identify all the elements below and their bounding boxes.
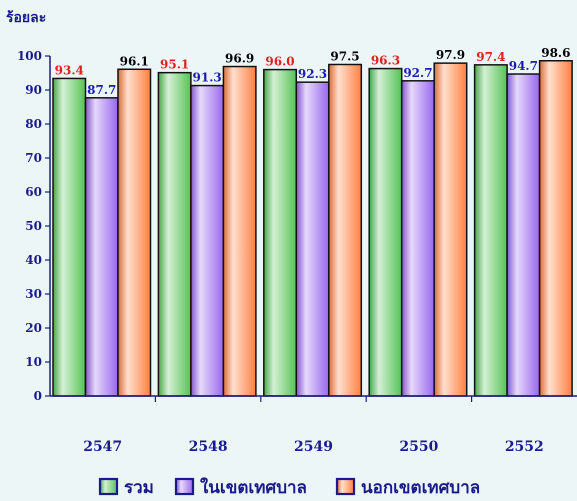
data-labels: 93.487.7 96.1 95.1 91.396.9 96.0 92.397.5 96.3… [55,46,571,97]
legend-swatch [174,477,195,496]
legend-label: นอกเขตเทศบาล [361,478,480,498]
data-label: 96.3 [371,54,400,68]
y-tick-label: 50 [25,219,42,233]
data-label: 97.5 [330,50,359,64]
legend-swatch [98,477,119,496]
category-label: 2548 [189,439,228,455]
bar-2550-1 [400,80,435,397]
bar-2548-1 [190,84,225,397]
bar-2547-1 [84,97,119,397]
bar-2548-0 [157,71,192,397]
category-label: 2552 [505,439,544,455]
y-tick-label: 60 [25,185,42,199]
data-label: 96.9 [225,52,254,66]
bar-2547-0 [52,77,87,397]
x-axis: 2547 2548 2549 2550 2552 [83,439,544,455]
y-tick-label: 10 [25,355,42,369]
legend-label: ในเขตเทศบาล [200,477,307,498]
legend-swatch [335,477,356,496]
data-label: 93.4 [55,63,84,77]
y-tick-label: 100 [17,49,42,63]
y-tick-label: 20 [25,321,42,335]
data-label: 92.3 [298,67,327,81]
data-label: 97.4 [476,50,505,64]
bar-2549-2 [328,63,363,397]
bar-2550-2 [433,62,468,397]
bars [52,60,573,397]
data-label: 95.1 [160,58,189,72]
data-label: 96.1 [120,54,149,68]
y-tick-label: 40 [25,253,42,267]
bar-2547-2 [117,68,152,397]
bar-2552-2 [538,60,573,397]
legend-label: รวม [124,478,154,498]
data-label: 91.3 [193,71,222,85]
category-label: 2547 [83,439,122,455]
bar-2550-0 [368,67,403,397]
y-axis: 0 10 20 30 40 50 60 70 80 90 100 [17,49,50,403]
bar-2552-0 [473,64,508,397]
bar-2552-1 [506,73,541,397]
data-label: 97.9 [436,48,465,62]
bar-2549-0 [263,68,298,397]
y-tick-label: 70 [25,151,42,165]
bar-2548-2 [222,65,257,397]
y-tick-label: 0 [34,389,42,403]
y-tick-label: 90 [25,83,42,97]
y-tick-label: 30 [25,287,42,301]
bar-2549-1 [295,81,330,397]
legend: รวม ในเขตเทศบาล นอกเขตเทศบาล [98,477,480,498]
axes [49,56,577,402]
category-label: 2550 [399,439,438,455]
category-label: 2549 [294,439,333,455]
y-tick-label: 80 [25,117,42,131]
data-label: 87.7 [87,83,116,97]
data-label: 92.7 [403,66,432,80]
data-label: 98.6 [541,46,570,60]
data-label: 94.7 [509,59,538,73]
data-label: 96.0 [265,55,294,69]
y-axis-title: ร้อยละ [6,10,46,26]
